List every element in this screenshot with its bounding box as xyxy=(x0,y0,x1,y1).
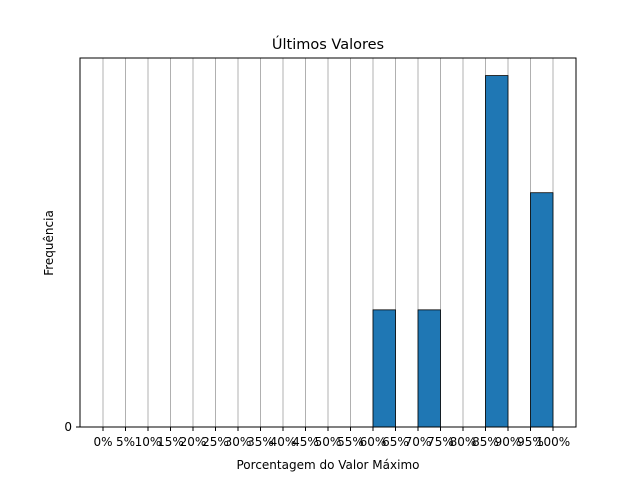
x-tick-label: 25% xyxy=(202,435,229,449)
histogram-bar xyxy=(417,309,441,428)
x-tick-label: 40% xyxy=(270,435,297,449)
histogram-bar xyxy=(485,75,509,428)
x-tick-label: 35% xyxy=(247,435,274,449)
y-axis-label: Frequência xyxy=(42,210,56,276)
x-tick-label: 70% xyxy=(405,435,432,449)
histogram-bar xyxy=(530,192,554,428)
x-ticks: 0% 5% 10%15%20%25%30%35%40%45%50%55%60%65%… xyxy=(93,427,570,449)
x-tick-label: 50% xyxy=(315,435,342,449)
x-axis-label: Porcentagem do Valor Máximo xyxy=(237,458,420,472)
x-tick-label: 10% xyxy=(135,435,162,449)
y-ticks: 0 xyxy=(64,420,80,434)
x-tick-label: 20% xyxy=(180,435,207,449)
x-tick-label: 90% xyxy=(495,435,522,449)
x-tick-label: 60% xyxy=(360,435,387,449)
x-tick-label: 5% xyxy=(116,435,135,449)
x-tick-label: 85% xyxy=(472,435,499,449)
chart-title: Últimos Valores xyxy=(272,35,384,53)
x-tick-label: 0% xyxy=(93,435,112,449)
x-tick-label: 95% xyxy=(517,435,544,449)
histogram-bar xyxy=(372,309,396,428)
x-tick-label: 30% xyxy=(225,435,252,449)
x-tick-label: 55% xyxy=(337,435,364,449)
x-tick-label: 45% xyxy=(292,435,319,449)
x-tick-label: 80% xyxy=(450,435,477,449)
x-tick-label: 75% xyxy=(427,435,454,449)
x-tick-label: 65% xyxy=(382,435,409,449)
y-tick-label: 0 xyxy=(64,420,72,434)
x-tick-label: 100% xyxy=(536,435,570,449)
x-tick-label: 15% xyxy=(157,435,184,449)
